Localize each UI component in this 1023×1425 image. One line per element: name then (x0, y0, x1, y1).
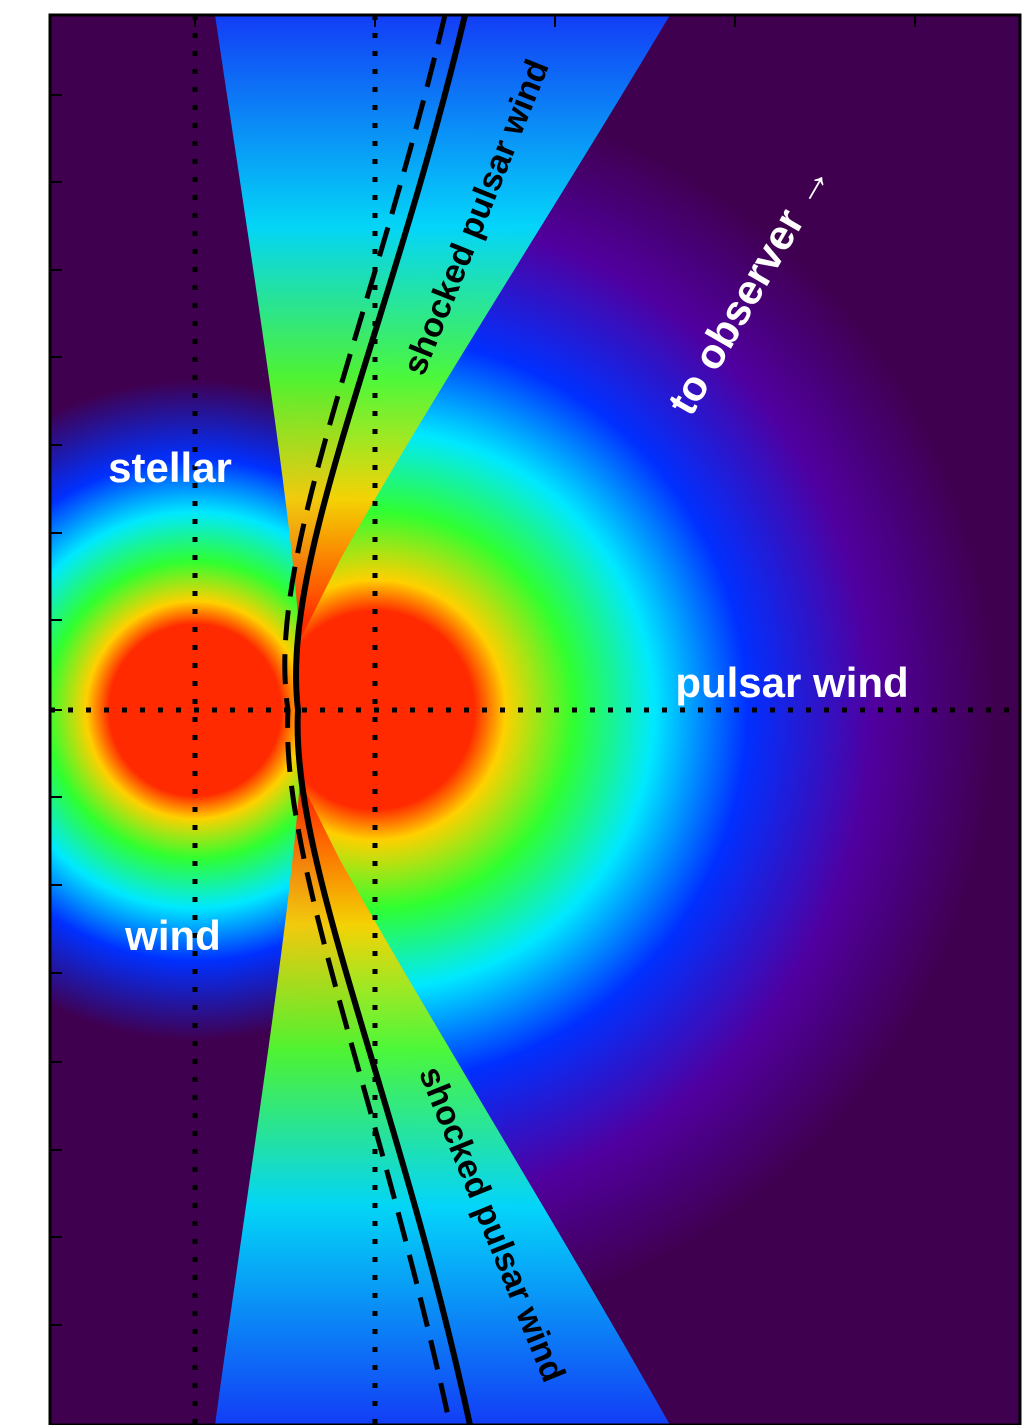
label-pulsar-wind: pulsar wind (675, 659, 908, 706)
label-stellar: stellar (108, 444, 232, 491)
figure: stellar wind pulsar wind shocked pulsar … (0, 0, 1023, 1425)
label-wind: wind (124, 912, 221, 959)
